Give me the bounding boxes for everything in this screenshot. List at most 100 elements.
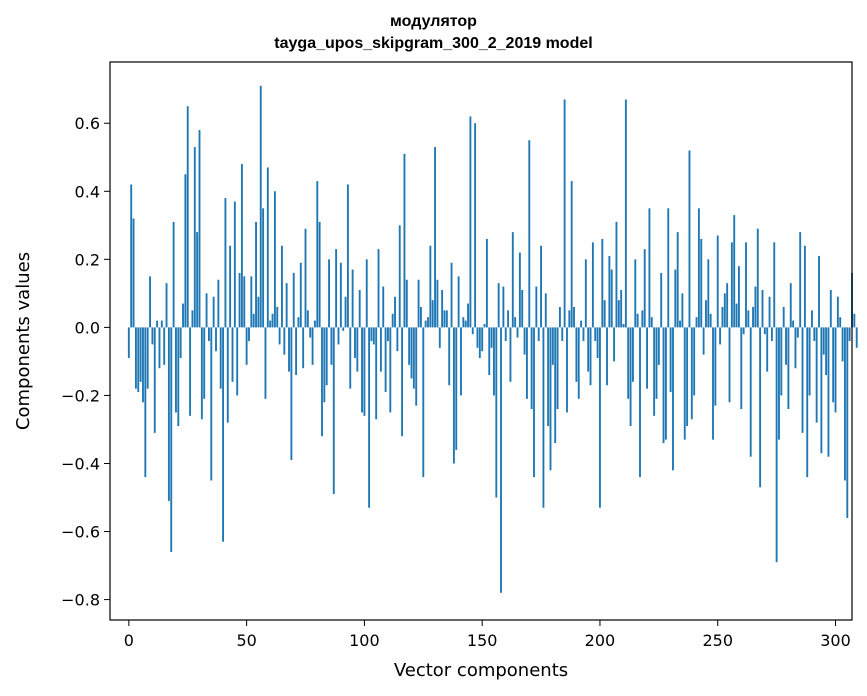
bar xyxy=(493,327,495,396)
bar xyxy=(257,296,260,328)
bar xyxy=(127,327,130,359)
bar xyxy=(443,310,446,328)
bar xyxy=(379,327,382,372)
x-tick-label: 50 xyxy=(236,631,256,650)
bar xyxy=(639,327,641,478)
bar xyxy=(207,327,210,341)
bar xyxy=(514,317,517,328)
bar xyxy=(248,327,250,341)
bar xyxy=(151,327,154,345)
bar xyxy=(558,306,561,328)
bar xyxy=(778,327,780,440)
bar xyxy=(264,327,267,399)
bar xyxy=(142,327,144,403)
bar xyxy=(137,327,140,393)
bar xyxy=(714,327,717,406)
bar xyxy=(796,327,799,338)
bar xyxy=(631,327,634,382)
bar xyxy=(266,167,269,328)
bar xyxy=(575,327,578,382)
y-tick-label: 0.4 xyxy=(75,182,100,201)
bar xyxy=(577,327,580,399)
bar xyxy=(728,327,731,403)
chart-subtitle: tayga_upos_skipgram_300_2_2019 model xyxy=(274,35,593,52)
bar xyxy=(521,289,524,328)
bar xyxy=(384,327,387,393)
bar xyxy=(634,259,637,328)
bar xyxy=(615,221,618,328)
bar xyxy=(478,327,481,359)
bar xyxy=(535,286,538,328)
bar-series xyxy=(127,85,858,593)
bar xyxy=(627,327,630,399)
bar xyxy=(709,313,712,328)
bar xyxy=(278,327,281,345)
bar xyxy=(290,327,293,461)
bar xyxy=(855,327,858,348)
bar xyxy=(387,327,389,341)
bar xyxy=(200,327,203,420)
bar xyxy=(648,208,651,328)
bar xyxy=(375,327,378,420)
bar xyxy=(238,272,241,328)
bar xyxy=(533,327,535,478)
bar xyxy=(808,327,811,396)
bar xyxy=(730,242,733,328)
bar xyxy=(297,317,300,328)
bar xyxy=(636,313,639,328)
bar xyxy=(853,313,856,328)
bar xyxy=(372,327,375,345)
bar xyxy=(391,313,394,328)
bar xyxy=(789,283,792,328)
bar xyxy=(742,327,745,335)
bar xyxy=(660,272,663,328)
bar xyxy=(747,310,750,328)
bar xyxy=(818,255,820,328)
bar xyxy=(719,327,722,345)
bar xyxy=(667,208,670,328)
bar xyxy=(481,327,484,352)
bar xyxy=(160,320,163,328)
bar xyxy=(544,293,547,328)
bar xyxy=(198,130,201,328)
bar xyxy=(540,245,542,328)
bar xyxy=(697,208,700,328)
bar xyxy=(457,276,460,328)
bar xyxy=(226,327,229,423)
bar xyxy=(368,327,371,508)
y-tick-label: −0.2 xyxy=(61,386,100,405)
bar xyxy=(233,201,236,328)
bar xyxy=(177,327,180,427)
bar xyxy=(566,327,568,413)
bar xyxy=(144,327,147,478)
bar xyxy=(759,327,762,488)
bar xyxy=(622,323,625,328)
bar xyxy=(130,184,133,328)
bar xyxy=(735,303,738,328)
bar xyxy=(215,327,217,352)
bar xyxy=(613,327,616,362)
bar xyxy=(679,320,681,328)
bar xyxy=(516,327,519,338)
bar xyxy=(250,276,253,328)
bar xyxy=(584,259,587,328)
axes-frame xyxy=(109,61,853,621)
bar xyxy=(344,296,347,328)
x-tick-label: 0 xyxy=(124,631,134,650)
bar xyxy=(507,310,510,328)
bar xyxy=(547,327,550,427)
bar xyxy=(490,327,493,348)
bar xyxy=(794,327,797,369)
bar xyxy=(431,300,434,328)
bar xyxy=(707,259,710,328)
x-tick-label: 250 xyxy=(702,631,733,650)
bar xyxy=(276,306,279,328)
bar xyxy=(476,327,479,348)
bar xyxy=(427,317,429,328)
y-tick-label: −0.6 xyxy=(61,523,100,542)
bar xyxy=(716,235,719,328)
x-tick-label: 100 xyxy=(349,631,380,650)
bar xyxy=(255,221,257,328)
bar xyxy=(149,276,151,328)
